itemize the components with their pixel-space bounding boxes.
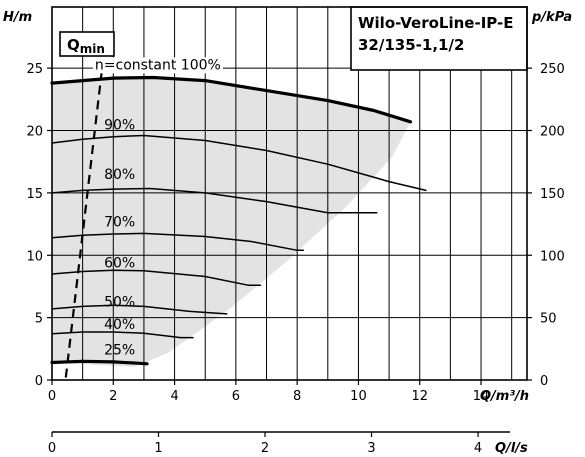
y-left-tick-label: 15 — [26, 187, 43, 202]
operating-range-area — [52, 77, 411, 367]
curve-label: 60% — [104, 256, 135, 272]
pump-curve-line — [50, 359, 149, 366]
x-main-tick-label: 8 — [293, 389, 301, 404]
y-left-tick-label: 0 — [35, 374, 43, 389]
x-main-tick-label: 14 — [473, 389, 490, 404]
x-main-tick-label: 2 — [109, 389, 117, 404]
y-left-tick-label: 25 — [26, 62, 43, 77]
x-main-tick-label: 10 — [350, 389, 367, 404]
chart-title-line: Wilo-VeroLine-IP-E — [358, 14, 514, 32]
title-box — [350, 6, 528, 71]
curve-label: 90% — [104, 117, 135, 133]
pump-curve-line — [51, 269, 262, 286]
x-main-tick-label: 6 — [232, 389, 240, 404]
x-secondary-tick-label: 0 — [48, 441, 56, 456]
y-right-tick-label: 50 — [540, 312, 557, 327]
pump-curve-line — [51, 304, 228, 315]
y-left-tick-label: 20 — [26, 125, 43, 140]
qmin-label-sub: min — [80, 42, 105, 56]
curve-label: 50% — [104, 294, 135, 310]
y-left-axis-label: H/m — [3, 10, 32, 25]
chart-title-line: 32/135-1,1/2 — [358, 36, 464, 54]
curve-label: 25% — [104, 342, 135, 358]
qmin-label: Qmin — [67, 36, 105, 56]
x-main-tick-label: 12 — [411, 389, 428, 404]
x-secondary-tick-label: 2 — [261, 441, 269, 456]
qmin-label-main: Q — [67, 36, 80, 54]
y-left-tick-label: 5 — [35, 312, 43, 327]
curve-label: 40% — [104, 317, 135, 333]
x-main-tick-label: 0 — [48, 389, 56, 404]
plot-frame — [51, 6, 528, 381]
pump-curve-line — [51, 232, 305, 252]
y-right-tick-label: 0 — [540, 374, 548, 389]
y-right-tick-label: 150 — [540, 187, 565, 202]
pump-curve-line — [50, 75, 413, 124]
y-left-tick-label: 10 — [26, 249, 43, 264]
x-secondary-axis-label: Q/l/s — [495, 441, 528, 456]
y-right-tick-label: 100 — [540, 249, 565, 264]
x-secondary-tick-label: 4 — [474, 441, 482, 456]
y-right-axis-label: p/kPa — [531, 10, 572, 25]
x-main-tick-label: 4 — [170, 389, 178, 404]
curve-label: n=constant 100% — [95, 57, 221, 73]
x-secondary-tick-label: 3 — [367, 441, 375, 456]
y-right-tick-label: 250 — [540, 62, 565, 77]
qmin-dashed-line — [64, 64, 104, 378]
qmin-label-box — [59, 31, 115, 57]
y-right-tick-label: 200 — [540, 125, 565, 140]
pump-curve-line — [51, 331, 194, 339]
curve-label: 80% — [104, 167, 135, 183]
x-main-axis-label: Q/m³/h — [480, 389, 529, 404]
x-secondary-tick-label: 1 — [154, 441, 162, 456]
curve-label: 70% — [104, 215, 135, 231]
curve-label-background — [92, 57, 223, 74]
